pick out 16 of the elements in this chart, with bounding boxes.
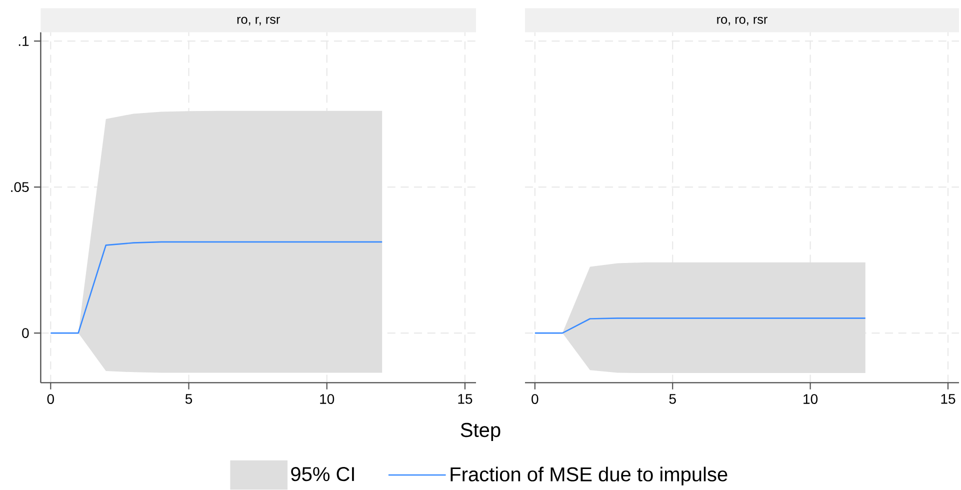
x-tick-label: 0 bbox=[47, 394, 54, 404]
x-tick-label: 5 bbox=[185, 394, 192, 404]
chart-title: ro, ro, rsr bbox=[717, 16, 768, 26]
x-axis-title: Step bbox=[460, 422, 500, 442]
y-tick-label: .1 bbox=[18, 36, 29, 46]
x-tick-label: 15 bbox=[458, 394, 472, 404]
x-tick-label: 10 bbox=[320, 394, 334, 404]
chart-title: ro, r, rsr bbox=[237, 16, 280, 26]
y-tick-label: 0 bbox=[22, 328, 29, 338]
x-tick-label: 5 bbox=[669, 394, 676, 404]
y-tick-label: .05 bbox=[11, 182, 29, 192]
x-tick-label: 15 bbox=[941, 394, 956, 404]
x-tick-label: 10 bbox=[804, 394, 818, 404]
legend-label: Fraction of MSE due to impulse bbox=[450, 466, 728, 486]
x-tick-label: 0 bbox=[532, 394, 538, 404]
text: 95% CI bbox=[291, 467, 354, 482]
